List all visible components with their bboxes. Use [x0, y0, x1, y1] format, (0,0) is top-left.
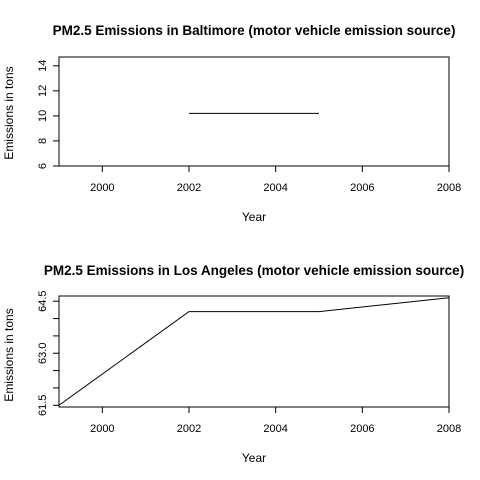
y-tick-label: 63.0 [37, 343, 49, 364]
y-tick-label: 61.5 [37, 395, 49, 416]
x-tick-label: 2008 [437, 182, 461, 194]
x-axis-label: Year [242, 210, 266, 224]
plot-frame [58, 295, 450, 408]
los-angeles-chart: PM2.5 Emissions in Los Angeles (motor ve… [2, 263, 464, 465]
y-tick-label: 14 [37, 60, 49, 72]
series-line [58, 297, 450, 406]
chart-title: PM2.5 Emissions in Los Angeles (motor ve… [44, 263, 464, 278]
baltimore-chart: PM2.5 Emissions in Baltimore (motor vehi… [2, 23, 461, 224]
x-tick-label: 2004 [263, 423, 287, 435]
x-tick-label: 2002 [177, 182, 201, 194]
y-tick-label: 8 [37, 138, 49, 144]
y-tick-label: 12 [37, 85, 49, 97]
x-tick-label: 2002 [177, 423, 201, 435]
x-tick-label: 2000 [90, 423, 114, 435]
chart-title: PM2.5 Emissions in Baltimore (motor vehi… [53, 23, 456, 38]
y-tick-label: 6 [37, 163, 49, 169]
y-tick-label: 64.5 [37, 290, 49, 311]
y-axis-label: Emissions in tons [2, 66, 16, 159]
x-tick-label: 2006 [350, 182, 374, 194]
y-tick-label: 10 [37, 110, 49, 122]
x-tick-label: 2006 [350, 423, 374, 435]
x-axis-label: Year [242, 451, 266, 465]
x-tick-label: 2008 [437, 423, 461, 435]
plot-frame [58, 56, 450, 167]
x-tick-label: 2004 [263, 182, 287, 194]
y-axis-label: Emissions in tons [2, 308, 16, 401]
x-tick-label: 2000 [90, 182, 114, 194]
